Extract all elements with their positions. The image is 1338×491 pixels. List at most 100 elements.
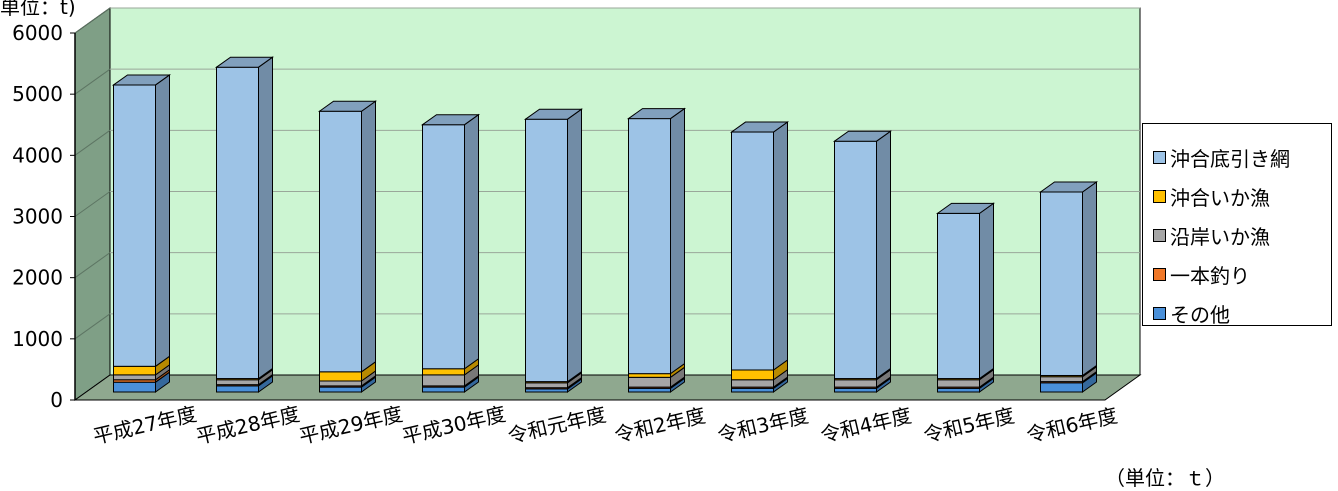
legend-item: その他	[1143, 294, 1331, 333]
bar-top	[1038, 181, 1099, 193]
y-tick-label: 0	[50, 388, 63, 412]
bar-segment	[525, 118, 568, 383]
bar-segment	[628, 376, 671, 388]
legend-swatch	[1153, 307, 1166, 320]
bar-segment	[422, 386, 465, 393]
bar-segment	[731, 387, 774, 393]
bar-segment-side	[979, 202, 994, 380]
bar-segment	[628, 373, 671, 378]
x-tick-label: 令和3年度	[715, 403, 811, 447]
legend-label: 沖合いか漁	[1170, 186, 1270, 210]
bar-group	[729, 121, 790, 393]
bar-segment	[319, 371, 362, 382]
bar-top	[214, 56, 275, 68]
bar-segment	[628, 118, 671, 375]
y-tick-label: 1000	[12, 327, 63, 351]
gridline-side	[74, 191, 111, 217]
x-axis: 平成27年度平成28年度平成29年度平成30年度令和元年度 令和2年度 令和3年度令…	[91, 402, 1120, 449]
y-tick-label: 3000	[12, 205, 63, 229]
bar-segment-side	[464, 113, 479, 370]
legend-swatch	[1153, 151, 1166, 164]
bar-segment	[422, 374, 465, 387]
bar-segment	[1040, 382, 1083, 393]
bar-segment	[628, 387, 671, 393]
y-tick-label: 2000	[12, 266, 63, 290]
bar-segment-side	[567, 108, 582, 383]
bar-group	[935, 202, 996, 393]
bar-segment-side	[1082, 181, 1097, 377]
y-tick-label: 5000	[12, 82, 63, 106]
bar-segment	[937, 379, 980, 388]
bars	[111, 56, 1099, 393]
bar-top	[317, 100, 378, 112]
legend-swatch	[1153, 268, 1166, 281]
bar-segment	[319, 386, 362, 393]
x-tick-label: 平成28年度	[194, 402, 302, 449]
bar-segment	[113, 365, 156, 376]
bar-group	[832, 130, 893, 393]
bar-top	[523, 108, 584, 120]
gridline-side	[74, 252, 111, 279]
bar-segment-side	[876, 130, 891, 380]
y-tick-label: 6000	[12, 21, 63, 45]
y-tick-label: 4000	[12, 143, 63, 167]
bar-group	[317, 100, 378, 393]
bar-segment	[113, 84, 156, 367]
bar-group	[1038, 181, 1099, 393]
bar-segment	[113, 381, 156, 393]
legend-item: 沿岸いか漁	[1143, 216, 1331, 255]
bar-segment	[319, 380, 362, 387]
bar-segment	[1040, 376, 1083, 383]
gridline-side	[74, 7, 111, 34]
legend-label: 一本釣り	[1170, 264, 1250, 288]
x-tick-label: 平成27年度	[91, 402, 199, 449]
bar-group	[420, 113, 481, 393]
legend-item: 沖合いか漁	[1143, 177, 1331, 216]
bar-segment-side	[670, 107, 685, 375]
bar-segment	[731, 379, 774, 388]
unit-note: （単位：ｔ）	[1105, 466, 1225, 490]
bar-segment	[216, 66, 259, 380]
bar-segment	[731, 131, 774, 371]
bar-segment	[525, 382, 568, 389]
bar-top	[626, 108, 687, 120]
bar-segment	[937, 212, 980, 380]
bar-group	[214, 56, 275, 393]
bar-segment-side	[155, 73, 170, 368]
bar-segment	[113, 374, 156, 381]
legend-label: 沿岸いか漁	[1170, 225, 1270, 249]
bar-top	[935, 202, 996, 214]
bar-top	[729, 121, 790, 133]
x-tick-label: 平成30年度	[400, 402, 508, 449]
x-tick-label: 令和2年度	[612, 403, 708, 447]
y-axis: 0 1000 2000 3000 4000 5000 6000	[12, 21, 76, 412]
bar-segment-side	[258, 56, 273, 380]
gridline-side	[74, 68, 111, 95]
x-tick-label: 令和元年度	[506, 402, 609, 448]
legend-item: 沖合底引き網	[1143, 138, 1331, 177]
x-tick-label: 令和6年度	[1024, 403, 1120, 447]
bar-segment	[834, 140, 877, 380]
unit-label: 単位：t)	[0, 0, 76, 19]
bar-group	[111, 73, 172, 393]
bar-segment	[422, 368, 465, 376]
bar-group	[523, 108, 584, 393]
legend-item: 一本釣り	[1143, 255, 1331, 294]
bar-top	[111, 74, 172, 86]
gridline-side	[74, 313, 111, 340]
bar-segment-side	[773, 121, 788, 371]
bar-segment	[937, 387, 980, 393]
legend-label: 沖合底引き網	[1170, 147, 1290, 171]
bar-top	[832, 130, 893, 142]
bar-segment	[834, 379, 877, 388]
legend-label: その他	[1170, 303, 1230, 327]
x-tick-label: 令和4年度	[818, 403, 914, 447]
x-tick-label: 平成29年度	[297, 402, 405, 449]
x-tick-label: 令和5年度	[921, 403, 1017, 447]
legend-swatch	[1153, 229, 1166, 242]
legend: 沖合底引き網 沖合いか漁沿岸いか漁一本釣りその他	[1142, 123, 1332, 327]
bar-segment	[422, 124, 465, 370]
bar-segment-side	[361, 100, 376, 373]
bar-segment	[1040, 191, 1083, 376]
